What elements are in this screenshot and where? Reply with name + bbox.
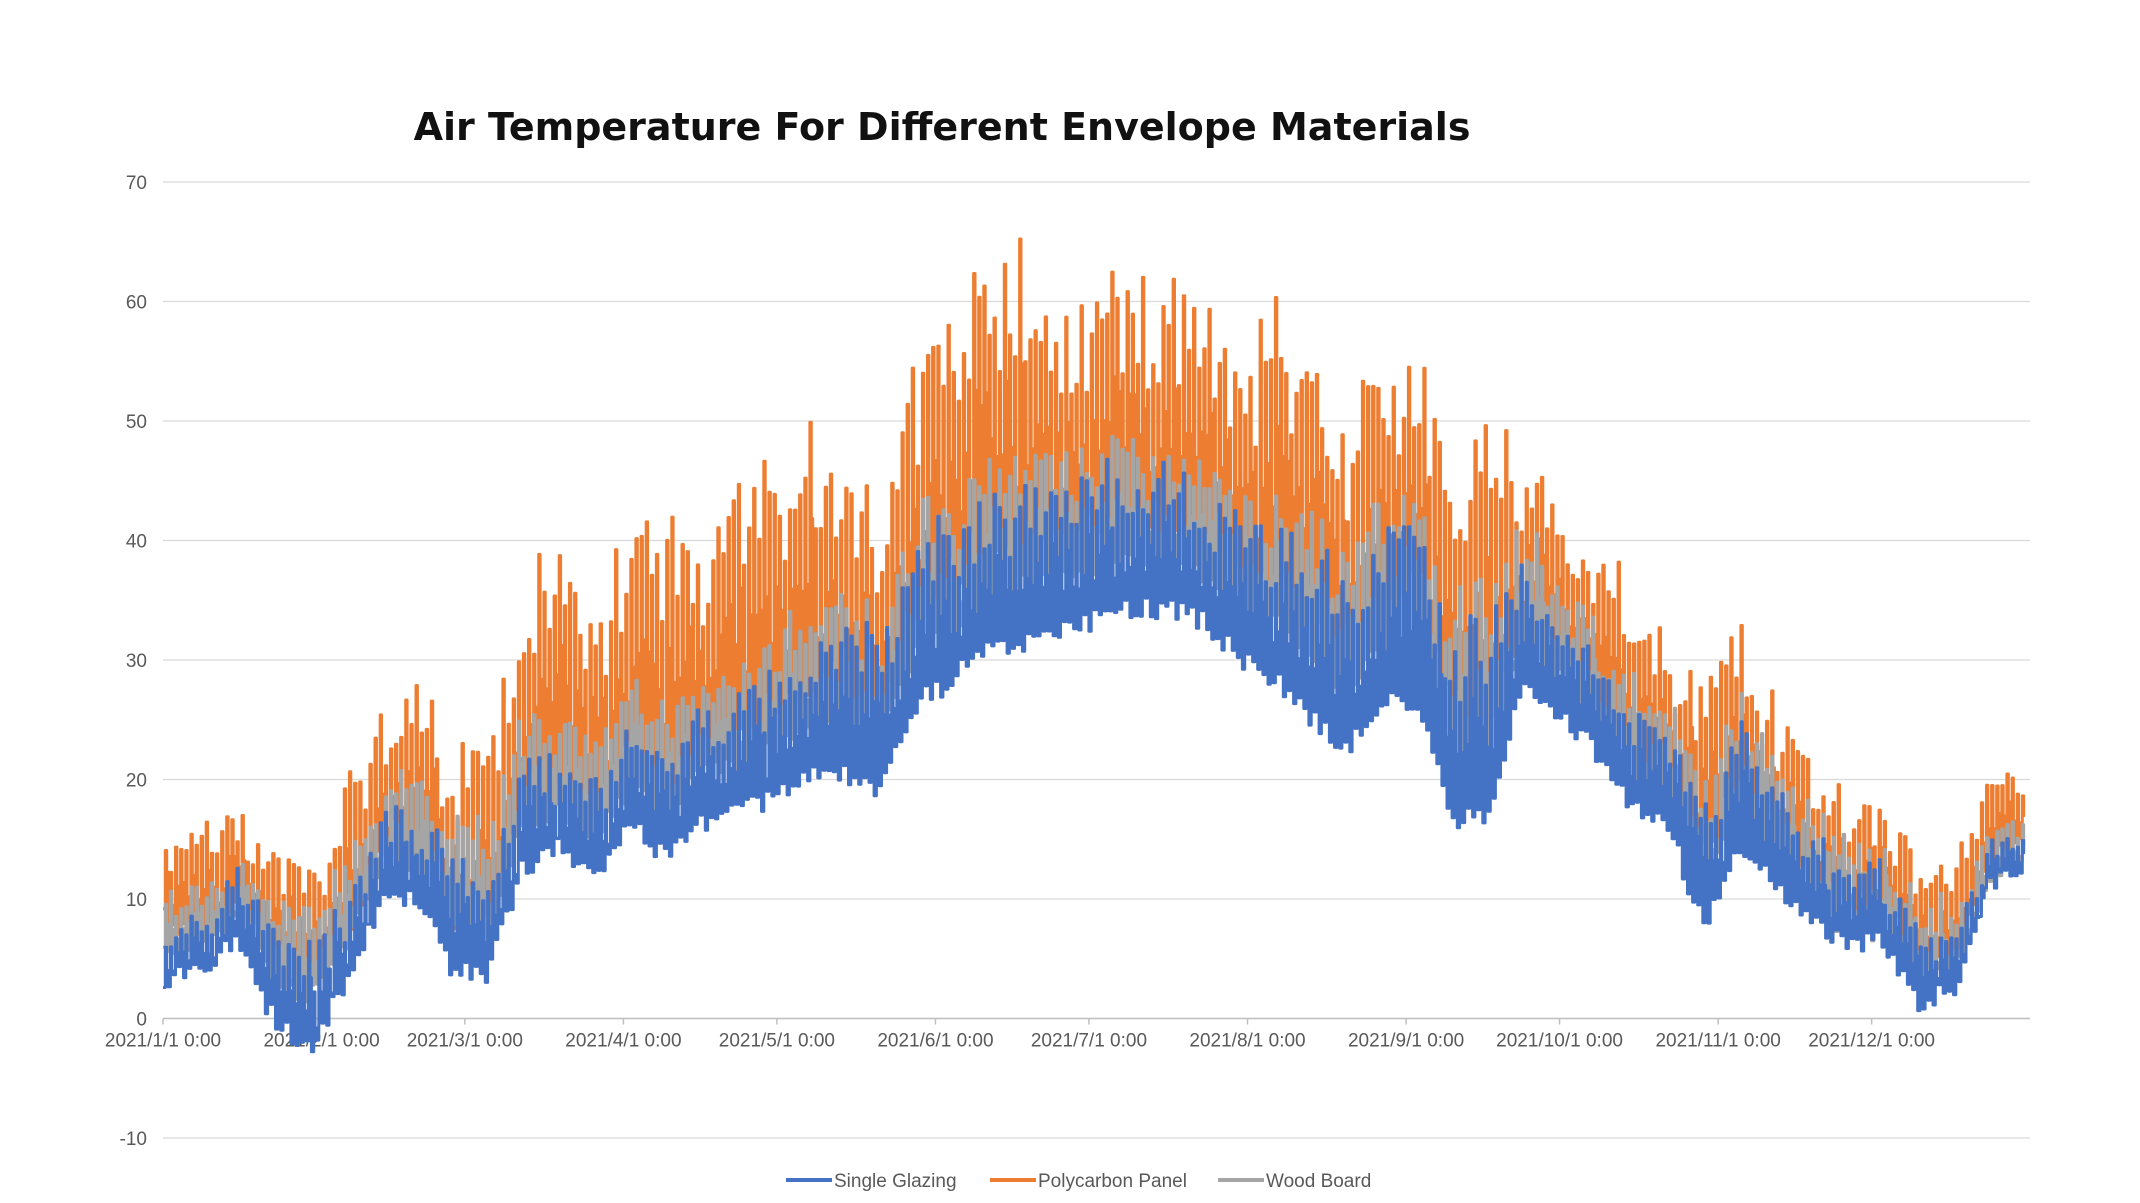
- y-tick-label: 20: [126, 771, 147, 792]
- y-tick-label: 30: [126, 651, 147, 672]
- x-tick-label: 2021/11/1 0:00: [1655, 1031, 1780, 1052]
- y-tick-label: 60: [126, 293, 147, 314]
- series-line-single-glazing: [163, 457, 2026, 1054]
- legend: Single Glazing Polycarbon Panel Wood Board: [786, 1171, 1371, 1192]
- chart-title: Air Temperature For Different Envelope M…: [414, 105, 1471, 149]
- y-tick-label: -10: [120, 1129, 147, 1150]
- series-layer: [163, 237, 2026, 1054]
- x-tick-label: 2021/12/1 0:00: [1808, 1031, 1935, 1052]
- y-tick-label: 40: [126, 532, 147, 553]
- axis-layer: 2021/1/1 0:00 2021/2/1 0:00 2021/3/1 0:00 2…: [105, 1017, 2030, 1052]
- x-tick-label: 2021/8/1 0:00: [1189, 1031, 1305, 1052]
- y-tick-label: 10: [126, 890, 147, 911]
- x-tick-label: 2021/7/1 0:00: [1031, 1031, 1147, 1052]
- y-tick-label: 70: [126, 173, 147, 194]
- legend-label: Wood Board: [1266, 1171, 1371, 1192]
- x-tick-label: 2021/10/1 0:00: [1496, 1031, 1623, 1052]
- legend-label: Single Glazing: [834, 1171, 957, 1192]
- x-tick-label: 2021/6/1 0:00: [877, 1031, 993, 1052]
- x-tick-label: 2021/5/1 0:00: [719, 1031, 835, 1052]
- y-tick-label: 0: [136, 1010, 147, 1031]
- y-tick-label: 50: [126, 412, 147, 433]
- x-tick-label: 2021/3/1 0:00: [407, 1031, 523, 1052]
- legend-label: Polycarbon Panel: [1038, 1171, 1187, 1192]
- x-tick-label: 2021/9/1 0:00: [1348, 1031, 1464, 1052]
- x-tick-label: 2021/1/1 0:00: [105, 1031, 221, 1052]
- x-tick-label: 2021/4/1 0:00: [565, 1031, 681, 1052]
- x-tick-label: 2021/2/1 0:00: [263, 1031, 379, 1052]
